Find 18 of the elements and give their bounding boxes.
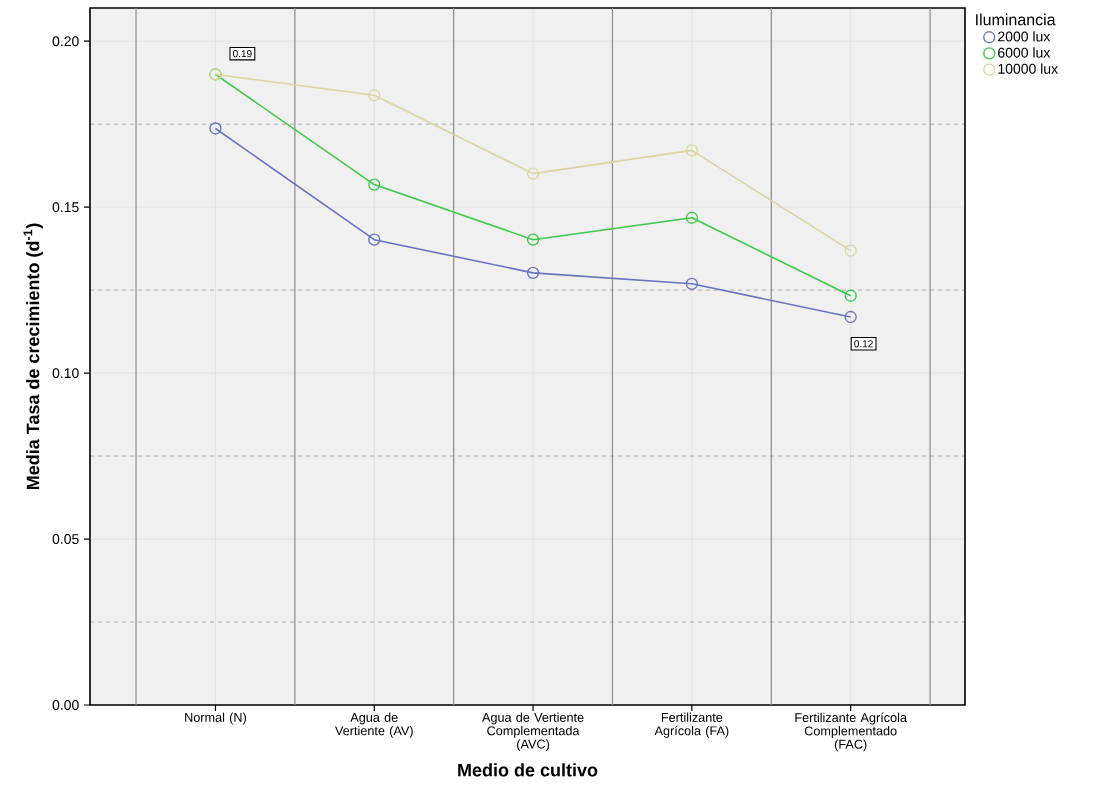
y-tick-label: 0.15 xyxy=(52,202,79,213)
x-tick-label: Normal (N) xyxy=(185,712,246,725)
legend-label: 2000 lux xyxy=(998,31,1051,42)
legend-label: 6000 lux xyxy=(998,47,1051,58)
y-tick-label: 0.05 xyxy=(52,534,79,545)
y-axis-title: Media Tasa de crecimiento (d$^{-1}$) xyxy=(23,223,43,490)
x-tick-label: Fertilizante Agrícola (FA) xyxy=(654,712,729,738)
y-tick-label: 0.00 xyxy=(52,700,79,710)
x-axis-title: Medio de cultivo xyxy=(458,763,598,777)
x-tick-label: Fertilizante Agrícola Complementado (FAC) xyxy=(795,712,907,752)
legend-label: 10000 lux xyxy=(998,63,1058,74)
x-tick-label: Agua de Vertiente (AV) xyxy=(335,712,413,738)
y-tick-label: 0.20 xyxy=(52,36,79,47)
x-tick-label: Agua de Vertiente Complementada (AVC) xyxy=(482,712,584,752)
legend-title: Iluminancia xyxy=(976,13,1056,26)
y-tick-label: 0.10 xyxy=(52,368,79,379)
annotation: 0.12 xyxy=(854,340,873,348)
annotation: 0.19 xyxy=(233,50,252,58)
